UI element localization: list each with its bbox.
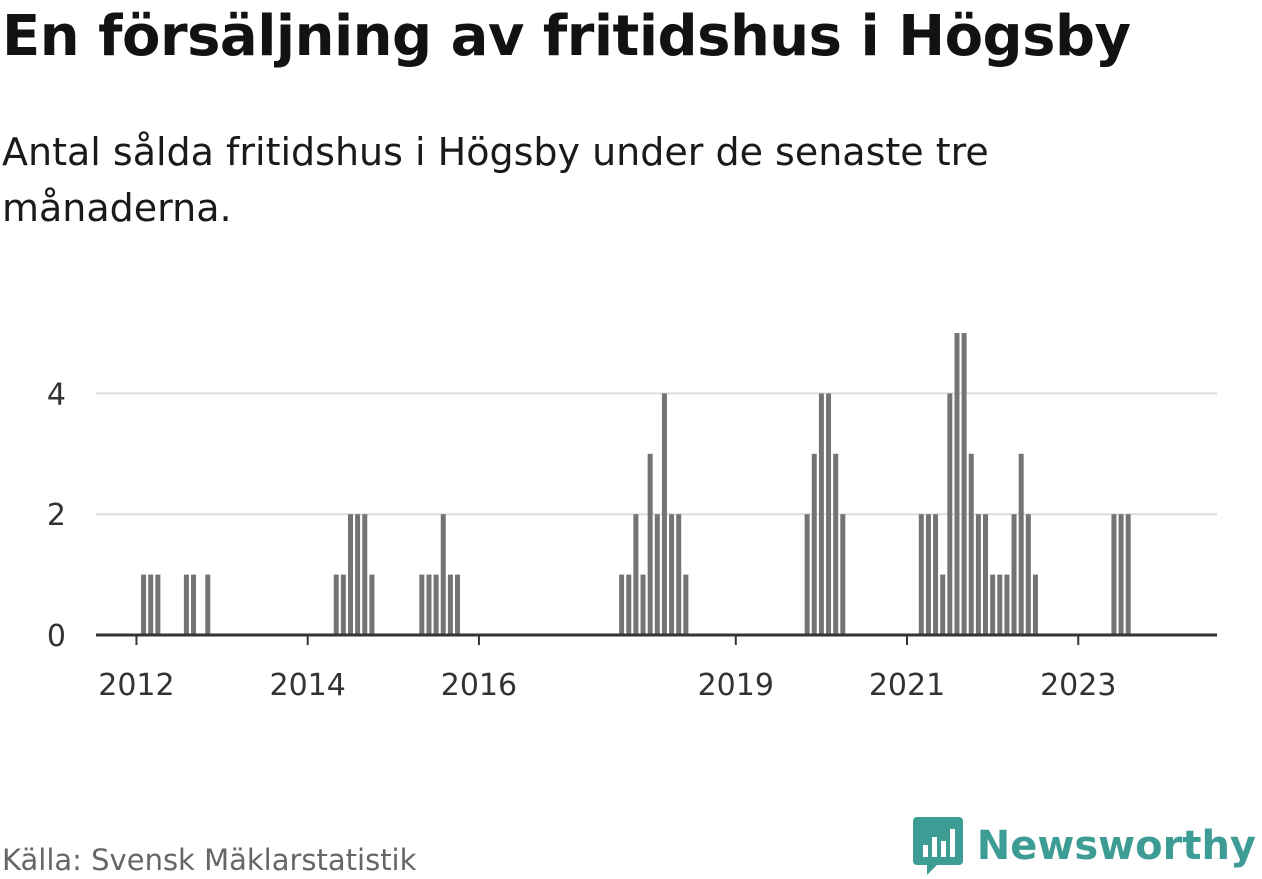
bar xyxy=(804,514,810,635)
bar xyxy=(661,393,667,635)
bar xyxy=(811,453,817,635)
bar xyxy=(997,574,1003,635)
bar xyxy=(1118,514,1124,635)
x-tick-label: 2023 xyxy=(1040,668,1116,703)
bar xyxy=(669,514,675,635)
bar xyxy=(619,574,625,635)
x-tick-label: 2021 xyxy=(869,668,945,703)
bar xyxy=(818,393,824,635)
bar xyxy=(654,514,660,635)
bar xyxy=(933,514,939,635)
x-tick-label: 2012 xyxy=(98,668,174,703)
bar xyxy=(990,574,996,635)
bar xyxy=(362,514,368,635)
bar xyxy=(347,514,353,635)
bar xyxy=(355,514,361,635)
bar xyxy=(1018,453,1024,635)
bar xyxy=(840,514,846,635)
bar xyxy=(954,333,960,635)
bar xyxy=(983,514,989,635)
source-note: Källa: Svensk Mäklarstatistik xyxy=(2,843,417,877)
bar xyxy=(191,574,197,635)
brand-name: Newsworthy xyxy=(976,823,1256,869)
bar xyxy=(975,514,981,635)
y-tick-label: 2 xyxy=(47,498,66,533)
bar xyxy=(433,574,439,635)
bar xyxy=(419,574,425,635)
bar xyxy=(947,393,953,635)
bar xyxy=(918,514,924,635)
bar xyxy=(141,574,147,635)
bar xyxy=(440,514,446,635)
chart-subtitle: Antal sålda fritidshus i Högsby under de… xyxy=(2,130,989,230)
bar xyxy=(369,574,375,635)
bar xyxy=(940,574,946,635)
bar xyxy=(968,453,974,635)
bars xyxy=(141,333,1131,635)
axes: 0242012201420162019202120231 xyxy=(47,377,1217,703)
bar xyxy=(676,514,682,635)
bar xyxy=(961,333,967,635)
bar xyxy=(155,574,161,635)
bar xyxy=(205,574,211,635)
bar xyxy=(1025,514,1031,635)
bar xyxy=(1011,514,1017,635)
bar xyxy=(1032,574,1038,635)
bar xyxy=(647,453,653,635)
bar xyxy=(148,574,154,635)
bar xyxy=(826,393,832,635)
bar xyxy=(333,574,339,635)
bar xyxy=(447,574,453,635)
bar xyxy=(833,453,839,635)
x-tick-label: 2016 xyxy=(441,668,517,703)
bar xyxy=(1111,514,1117,635)
bar xyxy=(1004,574,1010,635)
bar xyxy=(340,574,346,635)
bar xyxy=(183,574,189,635)
bar xyxy=(426,574,432,635)
x-tick-label: 2019 xyxy=(698,668,774,703)
grid-lines xyxy=(96,392,1217,516)
bar xyxy=(626,574,632,635)
newsworthy-logo-icon xyxy=(912,817,963,875)
bar xyxy=(1125,514,1131,635)
newsworthy-brand: Newsworthy xyxy=(912,815,1256,877)
bar xyxy=(925,514,931,635)
bar xyxy=(640,574,646,635)
bar xyxy=(683,574,689,635)
chart-title: En försäljning av fritidshus i Högsby xyxy=(2,4,1131,69)
bar-chart: 0242012201420162019202120231 xyxy=(47,333,1217,703)
bar xyxy=(633,514,639,635)
bar xyxy=(455,574,461,635)
y-tick-label: 4 xyxy=(47,377,66,412)
x-tick-label: 2014 xyxy=(270,668,346,703)
y-tick-label: 0 xyxy=(47,619,66,654)
